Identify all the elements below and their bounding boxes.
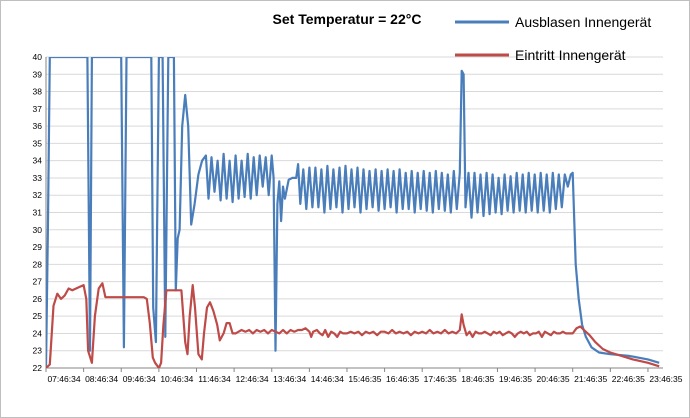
y-tick-label: 37 [33, 104, 43, 114]
x-tick-label: 10:46:34 [160, 374, 193, 384]
y-tick-label: 23 [33, 346, 43, 356]
x-tick-label: 12:46:34 [236, 374, 269, 384]
y-tick-label: 32 [33, 190, 43, 200]
legend-label-eintritt: Eintritt Innengerät [515, 47, 626, 63]
x-axis-tick-labels: 07:46:34 08:46:34 09:46:34 10:46:34 11:46:34… [45, 368, 683, 384]
y-tick-label: 22 [33, 363, 43, 373]
legend: Ausblasen Innengerät Eintritt Innengerät [455, 14, 651, 63]
x-tick-label: 22:46:35 [612, 374, 645, 384]
chart-title: Set Temperatur = 22°C [273, 11, 422, 27]
y-tick-label: 38 [33, 87, 43, 97]
y-tick-label: 35 [33, 138, 43, 148]
x-tick-label: 18:46:35 [461, 374, 494, 384]
y-axis-tick-labels: 22 23 24 25 26 27 28 29 30 31 32 33 34 35 36 37 38 39 40 [33, 52, 43, 373]
y-tick-label: 36 [33, 121, 43, 131]
x-tick-label: 16:46:35 [386, 374, 419, 384]
y-tick-label: 28 [33, 259, 43, 269]
x-tick-label: 08:46:34 [85, 374, 118, 384]
series-line-ausblasen [46, 57, 660, 368]
y-tick-label: 24 [33, 328, 43, 338]
x-tick-label: 19:46:35 [499, 374, 532, 384]
x-tick-label: 11:46:34 [198, 374, 231, 384]
series-group [46, 57, 660, 368]
y-tick-label: 29 [33, 242, 43, 252]
x-tick-label: 21:46:35 [574, 374, 607, 384]
x-tick-label: 09:46:34 [123, 374, 156, 384]
y-tick-label: 39 [33, 69, 43, 79]
x-tick-label: 20:46:35 [537, 374, 570, 384]
y-tick-label: 30 [33, 225, 43, 235]
y-tick-label: 26 [33, 294, 43, 304]
y-tick-label: 40 [33, 52, 43, 62]
grid-lines [45, 56, 663, 369]
series-line-eintritt [46, 282, 660, 368]
y-tick-label: 33 [33, 173, 43, 183]
x-tick-label: 07:46:34 [47, 374, 80, 384]
y-tick-label: 31 [33, 208, 43, 218]
y-tick-label: 27 [33, 277, 43, 287]
x-tick-label: 14:46:34 [311, 374, 344, 384]
x-tick-label: 23:46:35 [649, 374, 682, 384]
legend-label-ausblasen: Ausblasen Innengerät [515, 14, 651, 30]
x-tick-label: 15:46:35 [348, 374, 381, 384]
x-tick-label: 13:46:34 [273, 374, 306, 384]
x-tick-label: 17:46:35 [424, 374, 457, 384]
y-tick-label: 34 [33, 156, 43, 166]
y-tick-label: 25 [33, 311, 43, 321]
